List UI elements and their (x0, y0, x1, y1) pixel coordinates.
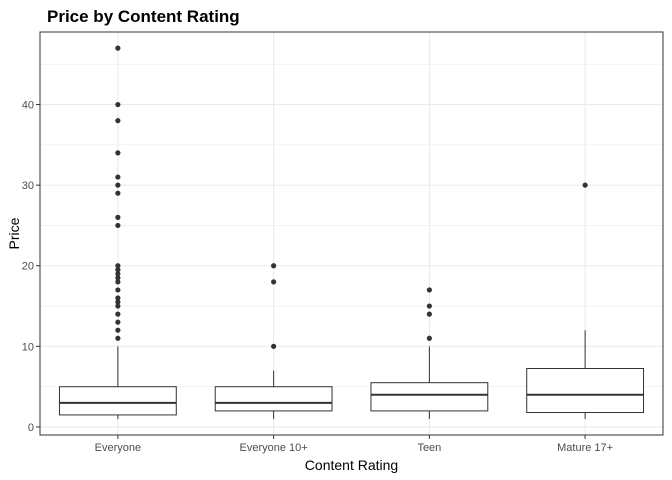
outlier-point (115, 303, 121, 309)
panel-border (39, 31, 664, 436)
outlier-point (115, 319, 121, 325)
outlier-point (115, 299, 121, 305)
iqr-box (370, 382, 489, 412)
outlier-point (582, 182, 588, 188)
outlier-point (115, 327, 121, 333)
outlier-point (115, 174, 121, 180)
outlier-point (115, 190, 121, 196)
outlier-point (115, 335, 121, 341)
outlier-point (426, 303, 432, 309)
box-mature-17- (526, 330, 645, 419)
outlier-point (271, 279, 277, 285)
outlier-point (115, 295, 121, 301)
iqr-box (214, 386, 333, 412)
outlier-point (271, 263, 277, 269)
outlier-point (115, 275, 121, 281)
box-teen (370, 346, 489, 419)
outlier-point (115, 271, 121, 277)
y-tick-label: 0 (28, 422, 34, 434)
outlier-point (115, 150, 121, 156)
outlier-point (115, 182, 121, 188)
outlier-point (115, 45, 121, 51)
outlier-point (426, 287, 432, 293)
y-axis-title: Price (6, 217, 22, 249)
y-tick-label: 40 (22, 100, 34, 112)
iqr-box (526, 368, 645, 414)
outlier-point (115, 263, 121, 269)
outlier-point (426, 335, 432, 341)
x-tick-label: Everyone 10+ (240, 442, 308, 454)
box-everyone-10- (214, 370, 333, 419)
x-tick-label: Teen (417, 442, 441, 454)
y-tick-label: 30 (22, 180, 34, 192)
x-tick-label: Mature 17+ (557, 442, 613, 454)
outlier-point (115, 267, 121, 273)
x-tick-label: Everyone (95, 442, 141, 454)
x-axis-title: Content Rating (305, 457, 398, 473)
outlier-point (115, 101, 121, 108)
iqr-box (58, 386, 177, 416)
outlier-point (271, 343, 277, 349)
box-everyone (58, 346, 177, 419)
outlier-point (115, 118, 121, 124)
chart-title: Price by Content Rating (47, 7, 240, 26)
outlier-point (115, 311, 121, 317)
outlier-point (115, 279, 121, 285)
outlier-points (115, 45, 588, 349)
x-axis-ticks: Everyone Everyone 10+ Teen Mature 17+ (95, 435, 613, 454)
outlier-point (115, 222, 121, 229)
y-tick-label: 10 (22, 341, 34, 353)
outlier-point (115, 287, 121, 293)
y-axis-ticks: 0 10 20 30 40 (22, 100, 40, 434)
outlier-point (426, 311, 432, 317)
boxes (58, 330, 645, 419)
y-tick-label: 20 (22, 261, 34, 273)
outlier-point (115, 214, 121, 220)
